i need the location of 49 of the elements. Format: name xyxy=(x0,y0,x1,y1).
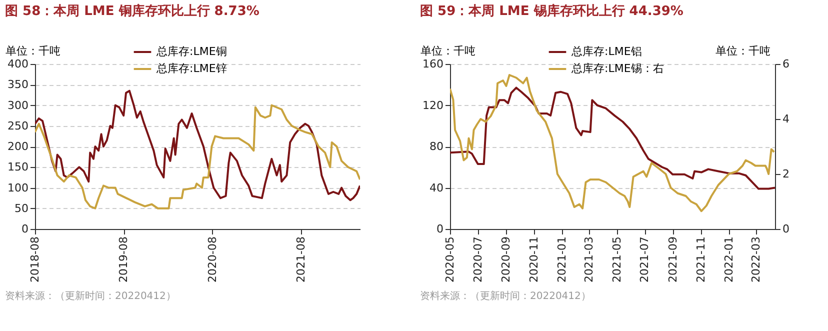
x-tick-label: 2021-07 xyxy=(638,236,652,282)
y-tick-label: 300 xyxy=(8,98,28,112)
y-tick-label: 80 xyxy=(430,140,444,153)
legend-label: 总库存:LME铜 xyxy=(156,45,227,58)
y-tick-label: 160 xyxy=(422,58,444,70)
legend-label: 总库存:LME锡：右 xyxy=(570,62,664,75)
y-tick-label: 0 xyxy=(436,222,444,236)
y-tick-label: 200 xyxy=(8,140,28,153)
y2-tick-label: 6 xyxy=(782,58,790,70)
y-axis-title: 单位：千吨 xyxy=(6,44,60,58)
text: 资料来源：（更新时间：20220412） xyxy=(5,290,176,302)
x-tick-label: 2020-11 xyxy=(528,236,541,282)
line-series xyxy=(450,86,775,190)
y-tick-label: 400 xyxy=(8,58,28,70)
line-series xyxy=(450,74,775,212)
y-tick-label: 250 xyxy=(8,119,28,132)
y-tick-label: 100 xyxy=(8,181,28,194)
line-series xyxy=(35,90,360,202)
x-tick-label: 2022-03 xyxy=(749,236,762,282)
y-axis-title: 单位：千吨 xyxy=(420,44,476,58)
y-tick-label: 0 xyxy=(22,222,28,236)
x-tick-label: 2021-05 xyxy=(610,236,624,282)
chart-title: 图 58：本周 LME 铜库存环比上行 8.73% xyxy=(5,3,260,19)
text: 资料来源：（更新时间：20220412） xyxy=(420,290,591,302)
x-tick-label: 2021-01 xyxy=(555,236,568,282)
y-tick-label: 120 xyxy=(422,98,444,112)
x-tick-label: 2020-09 xyxy=(500,236,513,282)
x-tick-label: 2018-08 xyxy=(28,236,42,282)
x-tick-label: 2020-05 xyxy=(444,236,456,282)
y-tick-label: 50 xyxy=(14,202,28,215)
line-series xyxy=(35,104,360,210)
x-tick-label: 2021-08 xyxy=(294,236,308,282)
x-tick-label: 2020-08 xyxy=(206,236,219,282)
y2-tick-label: 0 xyxy=(782,222,790,236)
x-tick-label: 2021-09 xyxy=(666,236,680,282)
x-tick-label: 2022-01 xyxy=(722,236,736,282)
y2-tick-label: 2 xyxy=(782,168,790,180)
y-tick-label: 350 xyxy=(8,78,28,92)
legend-label: 总库存:LME铝 xyxy=(570,45,642,58)
x-tick-label: 2021-03 xyxy=(582,236,596,282)
chart-title: 图 59：本周 LME 锡库存环比上行 44.39% xyxy=(420,3,684,19)
y2-tick-label: 4 xyxy=(782,112,790,126)
x-tick-label: 2020-07 xyxy=(471,236,484,282)
x-tick-label: 2019-08 xyxy=(117,236,130,282)
x-tick-label: 2021-11 xyxy=(694,236,708,282)
y2-axis-title: 单位：千吨 xyxy=(716,44,770,58)
legend-label: 总库存:LME锌 xyxy=(156,62,227,75)
y-tick-label: 150 xyxy=(8,160,28,174)
y-tick-label: 40 xyxy=(430,181,444,194)
